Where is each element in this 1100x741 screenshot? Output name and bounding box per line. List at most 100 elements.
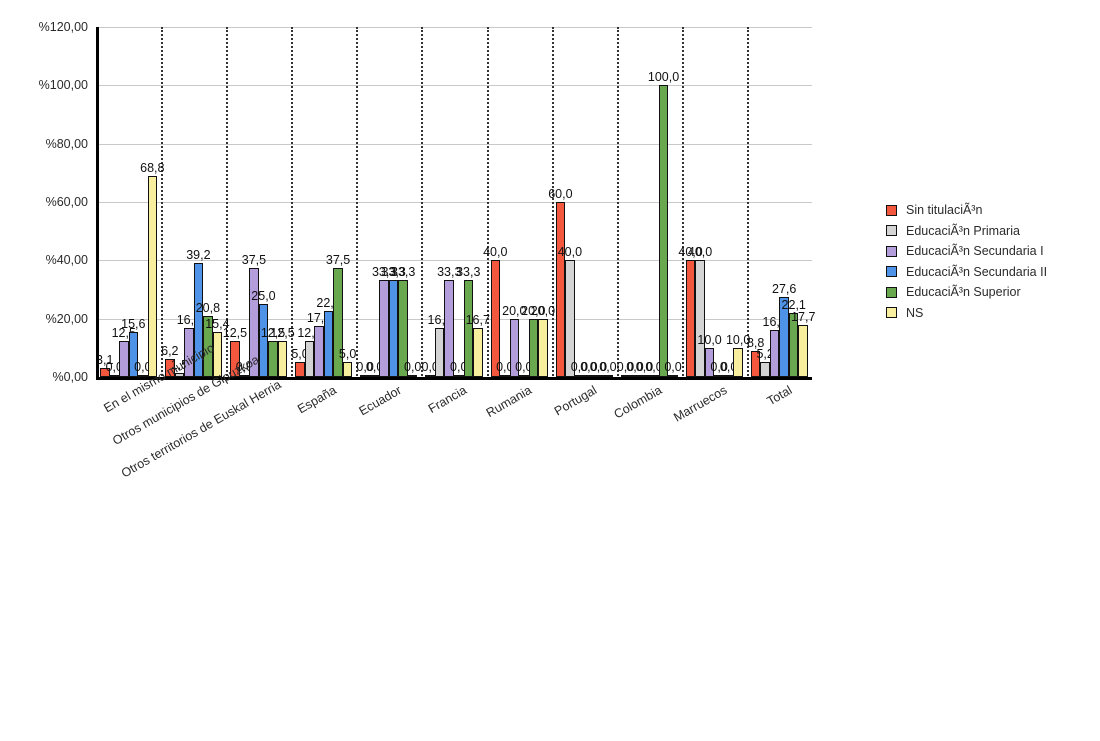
bar[interactable] <box>379 279 390 378</box>
bar[interactable] <box>750 351 762 378</box>
bar-group: 12,5 0,0 37,5 25,0 12,5 12,5 <box>223 27 295 378</box>
bar[interactable] <box>463 279 475 378</box>
bar[interactable] <box>388 279 400 378</box>
bar-value-label: 20,0 <box>502 303 527 318</box>
bar[interactable] <box>323 311 335 378</box>
y-axis-tick-label: %100,00 <box>38 78 88 93</box>
bar[interactable] <box>769 330 781 378</box>
legend-item[interactable]: Sin titulaciÃ³n <box>886 200 1091 221</box>
bar[interactable] <box>444 279 455 378</box>
bar-value-label: 33,3 <box>456 264 481 279</box>
bar[interactable] <box>760 361 771 378</box>
legend-item[interactable]: EducaciÃ³n Secundaria I <box>886 241 1091 262</box>
category-separator <box>226 27 229 380</box>
bar[interactable] <box>538 318 549 378</box>
legend-item[interactable]: NS <box>886 303 1091 324</box>
legend-item-label: NS <box>906 305 924 320</box>
bar-value-label: 37,5 <box>241 252 267 267</box>
legend-item-label: EducaciÃ³n Primaria <box>906 223 1020 238</box>
legend-item[interactable]: EducaciÃ³n Secundaria II <box>886 262 1091 283</box>
bar[interactable] <box>798 325 809 378</box>
bar-value-label: 0,0 <box>450 359 468 374</box>
category-separator <box>551 27 554 380</box>
legend-color-swatch <box>886 266 897 278</box>
bar[interactable] <box>249 267 260 378</box>
bar-value-label: 0,0 <box>365 359 384 374</box>
bar-value-label: 0,0 <box>134 359 152 374</box>
bar-value-label: 0,0 <box>356 359 374 374</box>
category-separator <box>616 27 619 380</box>
bar[interactable] <box>304 340 316 378</box>
category-separator <box>161 27 164 380</box>
bar[interactable] <box>704 347 716 378</box>
bar[interactable] <box>193 262 205 378</box>
bar-value-label: 0,0 <box>710 359 728 374</box>
bar[interactable] <box>779 296 790 378</box>
bar[interactable] <box>277 340 289 378</box>
bar-value-label: 0,0 <box>515 359 533 374</box>
y-axis-tick-label: %40,00 <box>45 253 88 268</box>
bar[interactable] <box>473 328 484 378</box>
bar[interactable] <box>212 332 224 378</box>
bar-group: 60,0 40,0 0,0 0,0 0,0 0,0 <box>548 27 617 378</box>
bar[interactable] <box>555 202 567 378</box>
bar[interactable] <box>128 331 140 378</box>
bar[interactable] <box>230 340 241 378</box>
bar-value-label: 0,0 <box>626 359 644 374</box>
bar[interactable] <box>314 325 325 378</box>
y-axis-tick-label: %60,00 <box>45 195 88 209</box>
bar[interactable] <box>295 362 306 378</box>
bar-group: 0,0 0,0 0,0 0,0 100,0 0,0 <box>617 27 682 378</box>
bar-value-label: 39,2 <box>186 247 211 262</box>
bar-value-label: 16,7 <box>465 313 490 328</box>
bar[interactable] <box>509 318 521 378</box>
bar-value-label: 27,6 <box>772 281 797 296</box>
bar-shadow <box>150 179 159 378</box>
bar[interactable] <box>147 176 159 378</box>
bar[interactable] <box>268 340 279 378</box>
bar[interactable] <box>333 267 344 378</box>
legend-item[interactable]: EducaciÃ³n Superior <box>886 282 1091 303</box>
bar[interactable] <box>733 347 744 378</box>
gridline <box>96 318 812 320</box>
bar[interactable] <box>119 340 130 378</box>
bar-shadow <box>661 88 670 378</box>
bar-value-label: 40,0 <box>678 245 703 260</box>
y-axis-tick-label: %20,00 <box>45 311 88 326</box>
gridline <box>96 143 812 145</box>
bar-value-label: 40,0 <box>483 245 508 260</box>
bar[interactable] <box>342 362 354 378</box>
bar[interactable] <box>100 367 111 378</box>
bar[interactable] <box>490 260 502 378</box>
bar[interactable] <box>685 260 697 378</box>
bar[interactable] <box>174 372 186 378</box>
bar-value-label: 0,0 <box>589 359 608 374</box>
bar-value-label: 3,1 <box>96 352 114 367</box>
bar[interactable] <box>565 260 576 378</box>
bar-value-label: 0,0 <box>599 359 617 374</box>
bar-group: 3,1 0,0 12,5 15,6 0,0 68,8 <box>96 27 165 378</box>
bar[interactable] <box>434 328 446 378</box>
bar[interactable] <box>184 327 195 378</box>
bar-value-label: 0,0 <box>645 359 663 374</box>
bar[interactable] <box>258 304 270 378</box>
bar-value-label: 12,5 <box>260 325 286 340</box>
bar[interactable] <box>203 316 214 378</box>
bar-value-label: 33,3 <box>371 264 397 279</box>
gridline <box>96 85 812 87</box>
legend-item[interactable]: EducaciÃ³n Primaria <box>886 221 1091 242</box>
bar-group: 40,0 0,0 20,0 0,0 20,0 20,0 <box>483 27 556 378</box>
bar-value-label: 0,0 <box>635 359 654 374</box>
bar-value-label: 20,0 <box>530 303 556 318</box>
bar[interactable] <box>398 279 409 378</box>
bar[interactable] <box>528 318 540 378</box>
bar[interactable] <box>695 260 706 378</box>
bar-value-label: 0,0 <box>105 359 123 374</box>
bar-shadow <box>736 350 744 378</box>
bar-shadow <box>541 321 549 378</box>
bar-value-label: 0,0 <box>496 359 514 374</box>
gridline <box>96 202 812 203</box>
bar[interactable] <box>658 85 670 378</box>
bar[interactable] <box>165 358 176 378</box>
bar[interactable] <box>788 312 800 378</box>
